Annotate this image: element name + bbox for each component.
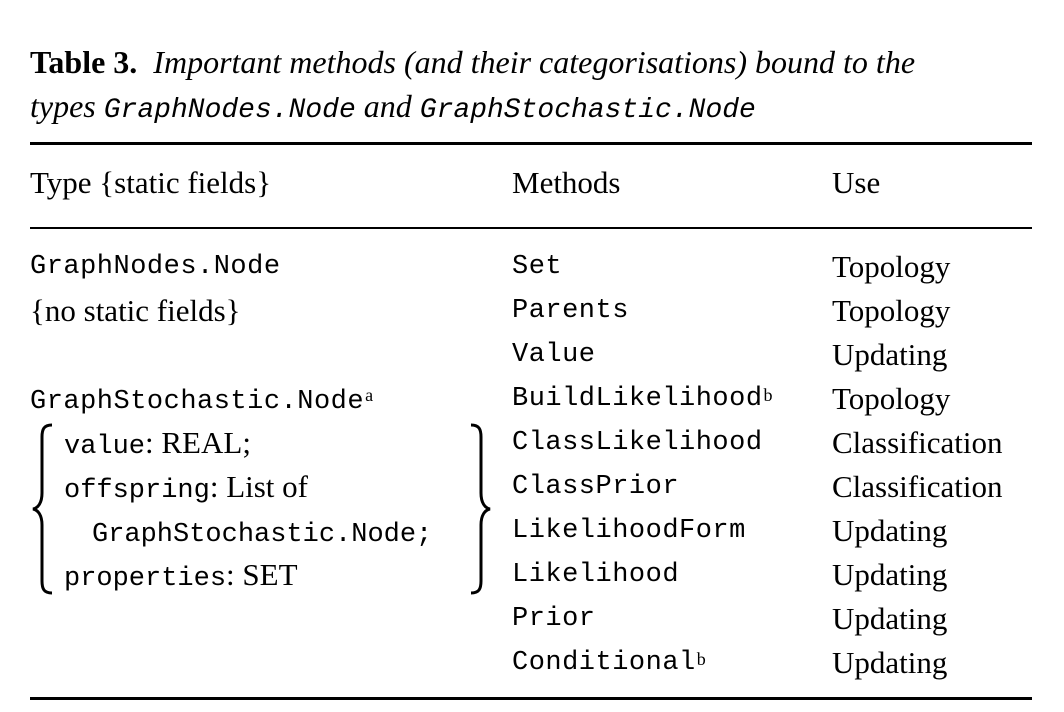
footnote-a: a [365,385,374,405]
caption-text-pre: types [30,88,96,124]
footnote-b: b [696,649,707,669]
header-use: Use [832,165,881,200]
method-cell: ClassLikelihood [512,428,763,458]
top-rule [30,142,1032,145]
use-cell: Updating [832,557,948,592]
header-methods: Methods [512,165,621,200]
field-value: value: REAL; [64,425,251,462]
table-caption-line2: types GraphNodes.Node and GraphStochasti… [30,84,756,133]
method-cell: LikelihoodForm [512,516,746,546]
right-brace-icon [470,423,491,595]
method-cell: Value [512,340,596,370]
type-no-static-fields: {no static fields} [30,293,241,328]
footnote-b: b [763,385,774,405]
header-type: Type {static fields} [30,165,272,200]
use-cell: Topology [832,293,951,328]
table-label: Table 3. [30,44,138,80]
method-cell: ClassPrior [512,472,680,502]
use-cell: Classification [832,425,1003,460]
use-cell: Updating [832,513,948,548]
type-graphnodes-node: GraphNodes.Node [30,252,281,282]
method-cell: Parents [512,296,629,326]
caption-type1: GraphNodes.Node [103,95,356,126]
method-cell: Set [512,252,563,282]
field-offspring-type: GraphStochastic.Node; [92,520,433,550]
use-cell: Updating [832,645,948,680]
use-cell: Topology [832,249,951,284]
field-properties: properties: SET [64,557,298,594]
caption-type2: GraphStochastic.Node [419,95,756,126]
header-rule [30,227,1032,229]
left-brace-icon [32,423,53,595]
bottom-rule [30,697,1032,700]
method-cell: Prior [512,604,596,634]
type-graphstochastic-node: GraphStochastic.Nodea [30,385,374,417]
use-cell: Topology [832,381,951,416]
caption-text: Important methods (and their categorisat… [153,44,916,80]
table-caption-line1: Table 3. Important methods (and their ca… [30,40,915,84]
use-cell: Updating [832,601,948,636]
use-cell: Classification [832,469,1003,504]
method-cell: Likelihood [512,560,680,590]
field-offspring: offspring: List of [64,469,308,506]
method-cell: BuildLikelihoodb [512,384,774,414]
use-cell: Updating [832,337,948,372]
method-cell: Conditionalb [512,648,707,678]
caption-text-mid: and [363,88,412,124]
